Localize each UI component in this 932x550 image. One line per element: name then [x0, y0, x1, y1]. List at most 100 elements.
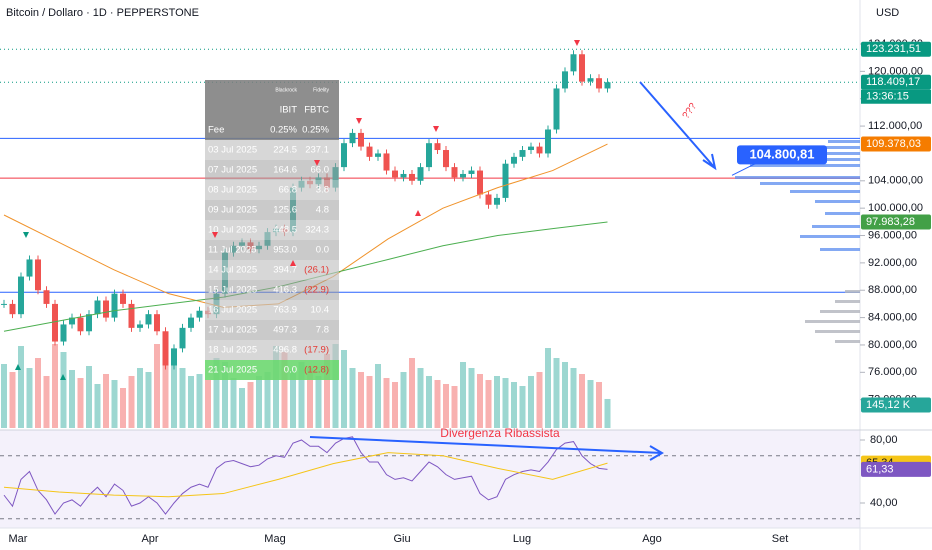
candle	[545, 129, 551, 154]
volume-bar	[383, 378, 390, 428]
ticker: FBTC	[304, 105, 329, 116]
volume-bar	[162, 352, 169, 428]
table-cell: 17 Jul 2025	[208, 325, 257, 336]
volume-bar	[94, 384, 101, 428]
volume-bar	[426, 376, 432, 428]
overlay-layer: 123.231,51 118.409,17 13:36:15 109.378,03 97…	[731, 41, 931, 477]
sell-marker	[314, 160, 320, 166]
candle	[60, 324, 67, 342]
table-cell: 324.3	[305, 225, 329, 236]
rsi-tick-label: 40,00	[870, 497, 898, 509]
candle	[35, 259, 41, 291]
candle	[570, 54, 577, 72]
table-cell: 497.3	[273, 325, 297, 336]
countdown: 13:36:15	[866, 91, 909, 103]
candle	[451, 167, 458, 178]
profile-bar	[825, 212, 860, 215]
table-cell: 15 Jul 2025	[208, 285, 257, 296]
buy-marker	[415, 210, 421, 216]
volume-bar	[213, 358, 220, 428]
volume-bar	[443, 384, 449, 428]
volume-bar	[77, 378, 84, 428]
x-tick-label: Apr	[141, 533, 158, 545]
sell-marker	[433, 126, 439, 132]
countdown-bg	[861, 89, 931, 104]
table-cell: 66.8	[279, 185, 298, 196]
table-cell: 4.8	[316, 205, 329, 216]
candle	[426, 143, 432, 168]
y-tick-label: 112.000,00	[868, 120, 922, 132]
rsi-tick-label: 80,00	[870, 434, 898, 446]
table-cell: 18 Jul 2025	[208, 345, 257, 356]
question-note: ???	[681, 101, 700, 121]
volume-bar	[553, 358, 560, 428]
down-arrow	[639, 81, 717, 171]
volume-bar	[409, 358, 415, 428]
volume-bar	[69, 370, 75, 428]
table-cell: 3.8	[316, 185, 329, 196]
volume-bar	[579, 374, 585, 428]
candle	[154, 314, 160, 332]
table-cell: (26.1)	[304, 265, 329, 276]
candle	[494, 197, 500, 205]
volume-bar	[103, 374, 109, 428]
table-cell: 7.8	[316, 325, 329, 336]
volume-bar	[26, 368, 33, 428]
table-cell: (12.8)	[304, 365, 329, 376]
price-badge	[861, 136, 931, 152]
volume-bar	[349, 368, 356, 428]
symbol-title: Bitcoin / Dollaro · 1D · PEPPERSTONE	[6, 7, 199, 19]
rsi-pane	[0, 430, 860, 528]
etf-table: Blackrock Fidelity IBIT FBTC Fee 0.25% 0…	[205, 80, 339, 380]
table-cell: 448.5	[273, 225, 297, 236]
volume-bar	[86, 366, 92, 428]
y-tick-label: 88.000,00	[868, 284, 917, 296]
volume-bar	[196, 374, 203, 428]
volume-bar	[60, 352, 67, 428]
candle	[604, 82, 611, 89]
table-header-bg	[205, 80, 339, 140]
price-badge-label: 97.983,28	[866, 216, 915, 228]
table-cell: 394.7	[273, 265, 297, 276]
currency: USD	[876, 7, 899, 19]
profile-bar	[820, 310, 860, 313]
volume-bar	[230, 378, 237, 428]
row-stripe	[205, 340, 339, 360]
rsi-line	[3, 436, 608, 515]
row-stripe	[205, 260, 339, 280]
candle	[18, 276, 24, 315]
candle	[43, 290, 50, 304]
table-cell: 164.6	[273, 165, 297, 176]
table-cell: 07 Jul 2025	[208, 165, 257, 176]
candle	[443, 150, 449, 168]
profile-bar	[760, 182, 860, 185]
volume-bar	[35, 358, 41, 428]
volume-bar	[562, 362, 568, 428]
candle	[460, 173, 466, 178]
volume-bar	[43, 376, 50, 428]
candle	[477, 170, 483, 195]
y-tick-label: 84.000,00	[868, 312, 917, 324]
table-cell: 66.0	[311, 165, 330, 176]
volume-bar	[179, 368, 186, 428]
candle	[366, 146, 373, 157]
target-label: 104.800,81	[749, 146, 814, 161]
volume-bar	[477, 374, 483, 428]
table-cell: 08 Jul 2025	[208, 185, 257, 196]
candle	[528, 146, 534, 151]
price-badge-label: 145,12 K	[866, 399, 911, 411]
volume-bar	[281, 352, 288, 428]
volume-bar	[536, 372, 543, 428]
table-cell: 0.0	[316, 245, 329, 256]
volume-bar	[145, 372, 152, 428]
volume-bar	[366, 376, 373, 428]
candle	[383, 153, 390, 171]
candle	[196, 310, 203, 318]
price-badge	[861, 397, 931, 413]
candle	[26, 259, 33, 277]
price-badge	[861, 214, 931, 230]
volume-bar	[341, 350, 347, 428]
table-cell: 09 Jul 2025	[208, 205, 257, 216]
table-cell: 763.9	[273, 305, 297, 316]
candle	[375, 153, 381, 157]
